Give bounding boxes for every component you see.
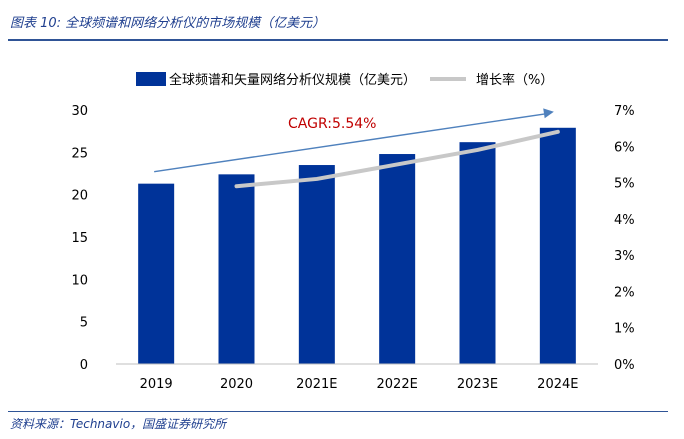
bar-2019 (138, 183, 175, 364)
x-tick-label: 2020 (220, 377, 253, 392)
legend-swatch-bars (136, 72, 166, 86)
bar-2023E (459, 142, 496, 364)
x-tick-label: 2021E (296, 377, 337, 392)
y-left-tick-label: 25 (71, 146, 88, 161)
y-left-tick-label: 30 (71, 104, 88, 119)
bar-2020 (218, 174, 255, 364)
x-tick-label: 2022E (377, 377, 418, 392)
y-right-tick-label: 4% (614, 213, 635, 228)
bar-2021E (298, 165, 335, 364)
bar-2024E (539, 127, 576, 364)
y-left-tick-label: 0 (80, 358, 88, 373)
legend-label-growth: 增长率（%） (476, 72, 553, 88)
y-left-tick-label: 15 (71, 231, 88, 246)
bottom-rule (8, 411, 668, 412)
y-right-axis: 0% 1% 2% 3% 4% 5% 6% 7% (614, 104, 635, 373)
y-left-tick-label: 20 (71, 189, 88, 204)
y-right-tick-label: 3% (614, 249, 635, 264)
legend-label-bars: 全球频谱和矢量网络分析仪规模（亿美元） (169, 72, 416, 88)
x-axis: 2019 2020 2021E 2022E 2023E 2024E (140, 377, 579, 392)
x-tick-label: 2023E (457, 377, 498, 392)
growth-rate-line (234, 129, 560, 189)
y-left-tick-label: 5 (80, 316, 88, 331)
bars (138, 127, 576, 364)
y-right-tick-label: 6% (614, 140, 635, 155)
y-right-tick-label: 2% (614, 285, 635, 300)
y-right-tick-label: 7% (614, 104, 635, 119)
cagr-arrowhead (543, 108, 554, 119)
top-rule (8, 39, 668, 41)
x-tick-label: 2019 (140, 377, 173, 392)
bar-2022E (379, 154, 416, 364)
y-right-tick-label: 1% (614, 322, 635, 337)
y-right-tick-label: 5% (614, 177, 635, 192)
y-right-tick-label: 0% (614, 358, 635, 373)
figure-source: 资料来源：Technavio，国盛证券研究所 (10, 417, 227, 431)
x-tick-label: 2024E (537, 377, 578, 392)
cagr-annotation: CAGR:5.54% (288, 116, 376, 132)
cagr-arrow (154, 113, 546, 173)
y-left-axis: 0 5 10 15 20 25 30 (71, 104, 88, 373)
legend: 全球频谱和矢量网络分析仪规模（亿美元） 增长率（%） (136, 72, 553, 88)
figure-title: 图表 10: 全球频谱和网络分析仪的市场规模（亿美元） (10, 16, 326, 31)
y-left-tick-label: 10 (71, 273, 88, 288)
